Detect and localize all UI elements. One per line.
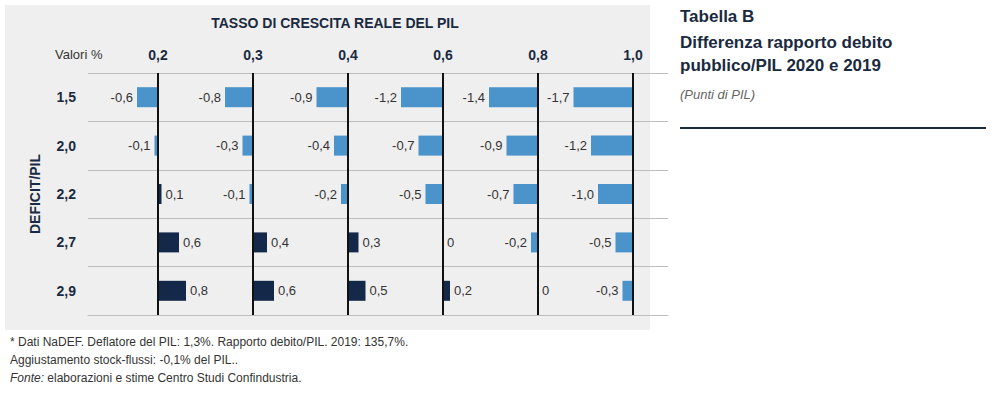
svg-text:-1,4: -1,4 [463,90,485,105]
svg-text:-1,2: -1,2 [375,90,397,105]
svg-text:pubblico/PIL 2020 e 2019: pubblico/PIL 2020 e 2019 [680,56,881,75]
svg-text:-1,2: -1,2 [565,138,587,153]
svg-text:-0,1: -0,1 [128,138,150,153]
svg-text:-0,9: -0,9 [480,138,502,153]
svg-text:-1,7: -1,7 [547,90,569,105]
svg-text:2,7: 2,7 [57,234,77,250]
svg-text:-0,5: -0,5 [589,235,611,250]
svg-text:-0,6: -0,6 [111,90,133,105]
svg-text:0,5: 0,5 [370,283,388,298]
svg-text:Valori %: Valori % [55,47,103,62]
svg-text:0,2: 0,2 [148,47,168,63]
svg-text:-0,2: -0,2 [505,235,527,250]
svg-text:0,3: 0,3 [363,235,381,250]
svg-text:0: 0 [447,235,454,250]
svg-text:Fonte:: Fonte: [10,371,44,385]
svg-text:0,2: 0,2 [454,283,472,298]
svg-text:-0,7: -0,7 [487,187,509,202]
svg-text:0,3: 0,3 [243,47,263,63]
svg-text:DEFICIT/PIL: DEFICIT/PIL [27,154,43,235]
svg-text:0,8: 0,8 [528,47,548,63]
svg-text:1,5: 1,5 [57,89,77,105]
svg-text:TASSO DI CRESCITA REALE DEL PI: TASSO DI CRESCITA REALE DEL PIL [211,15,459,31]
svg-text:Tabella B: Tabella B [680,7,754,26]
svg-text:0,6: 0,6 [433,47,453,63]
svg-text:-0,9: -0,9 [290,90,312,105]
svg-text:0,8: 0,8 [190,283,208,298]
svg-text:-0,3: -0,3 [216,138,238,153]
svg-text:(Punti di PIL): (Punti di PIL) [680,87,755,102]
svg-text:-0,4: -0,4 [308,138,330,153]
svg-text:0,6: 0,6 [183,235,201,250]
svg-text:0,4: 0,4 [271,235,289,250]
svg-text:Aggiustamento stock-flussi: -0: Aggiustamento stock-flussi: -0,1% del PI… [10,353,238,367]
svg-text:Differenza rapporto debito: Differenza rapporto debito [680,33,897,52]
svg-text:0: 0 [542,283,549,298]
svg-text:0,4: 0,4 [338,47,358,63]
svg-text:2,0: 2,0 [57,138,77,154]
svg-text:1,0: 1,0 [623,47,643,63]
svg-text:-0,3: -0,3 [596,283,618,298]
svg-text:2,2: 2,2 [57,186,77,202]
svg-text:-0,1: -0,1 [223,187,245,202]
svg-text:-0,2: -0,2 [315,187,337,202]
svg-text:0,1: 0,1 [166,187,184,202]
svg-text:2,9: 2,9 [57,283,77,299]
svg-text:0,6: 0,6 [278,283,296,298]
svg-text:-1,0: -1,0 [572,187,594,202]
svg-text:-0,8: -0,8 [199,90,221,105]
svg-text:elaborazioni e stime Centro St: elaborazioni e stime Centro Studi Confin… [44,371,301,385]
svg-text:* Dati NaDEF. Deflatore del PI: * Dati NaDEF. Deflatore del PIL: 1,3%. R… [10,335,408,349]
svg-text:-0,7: -0,7 [392,138,414,153]
svg-text:-0,5: -0,5 [399,187,421,202]
